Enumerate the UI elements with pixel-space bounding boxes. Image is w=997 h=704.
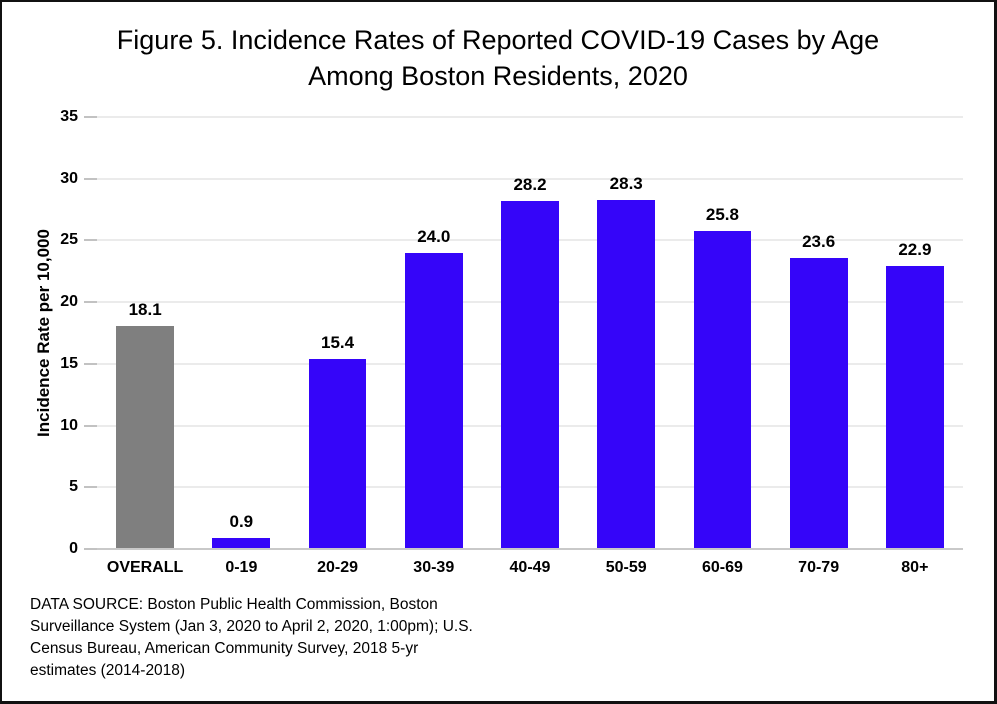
category-label-50-59: 50-59 xyxy=(605,559,647,576)
bar-value-label: 22.9 xyxy=(898,240,932,260)
bar-50-59 xyxy=(597,199,656,549)
y-tick-mark-30 xyxy=(84,177,97,180)
bar-overall xyxy=(116,325,174,549)
bar-slot-30-39: 24.0 xyxy=(386,117,482,549)
y-tick-label-0: 0 xyxy=(69,540,78,557)
bar-slot-70-79: 23.6 xyxy=(771,117,867,549)
bar-value-label: 28.2 xyxy=(513,174,547,194)
y-tick-mark-25 xyxy=(84,239,97,242)
category-label-20-29: 20-29 xyxy=(317,559,358,576)
category-label-80+: 80+ xyxy=(901,559,929,576)
bar-70-79 xyxy=(789,257,848,549)
y-tick-label-30: 30 xyxy=(60,169,78,187)
bar-slot-40-49: 28.2 xyxy=(482,117,578,549)
y-tick-mark-15 xyxy=(84,362,97,365)
category-labels: OVERALL 0-19 20-29 30-39 40-49 50-59 60-69 70-7… xyxy=(97,559,963,577)
chart-title: Figure 5. Incidence Rates of Reported CO… xyxy=(2,22,994,94)
data-source-note: DATA SOURCE: Boston Public Health Commis… xyxy=(30,594,473,682)
bar-20-29 xyxy=(308,358,367,549)
y-tick-label-10: 10 xyxy=(60,416,78,434)
chart-title-line-2: Among Boston Residents, 2020 xyxy=(308,61,688,91)
category-label-0-19: 0-19 xyxy=(225,559,258,576)
bar-slot-0-19: 0.9 xyxy=(193,117,289,549)
y-tick-mark-0 xyxy=(84,548,97,550)
y-tick-label-35: 35 xyxy=(60,108,78,125)
y-tick-mark-5 xyxy=(84,486,97,489)
x-axis-line xyxy=(97,548,963,550)
y-tick-label-5: 5 xyxy=(69,478,78,496)
bar-slot-20-29: 15.4 xyxy=(289,117,385,549)
category-label-overall: OVERALL xyxy=(106,559,184,576)
gridline-35 xyxy=(97,116,963,118)
bar-value-label: 18.1 xyxy=(128,299,162,319)
y-tick-label-15: 15 xyxy=(60,354,78,372)
data-source-line-3: Census Bureau, American Community Survey… xyxy=(30,640,419,657)
bar-value-label: 23.6 xyxy=(802,231,836,251)
category-label-40-49: 40-49 xyxy=(509,559,551,576)
plot-area: 18.1 0.9 15.4 24.0 28.2 28.3 25.8 23.6 22.9 xyxy=(97,116,963,550)
chart-title-line-1: Figure 5. Incidence Rates of Reported CO… xyxy=(116,25,880,55)
data-source-line-2: Surveillance System (Jan 3, 2020 to Apri… xyxy=(30,618,473,635)
y-tick-mark-35 xyxy=(84,116,97,118)
category-label-60-69: 60-69 xyxy=(701,559,743,576)
bar-60-69 xyxy=(693,230,752,549)
bar-slot-overall: 18.1 xyxy=(97,117,193,549)
gridline-30 xyxy=(97,178,963,180)
data-source-line-4: estimates (2014-2018) xyxy=(30,662,186,679)
bar-value-label: 28.3 xyxy=(609,173,643,193)
category-label-70-79: 70-79 xyxy=(798,559,840,576)
y-tick-mark-20 xyxy=(84,301,97,304)
bar-value-label: 24.0 xyxy=(417,226,451,246)
y-tick-label-20: 20 xyxy=(60,293,78,311)
bar-40-49 xyxy=(501,200,559,549)
bar-value-label: 15.4 xyxy=(321,332,355,352)
data-source-line-1: DATA SOURCE: Boston Public Health Commis… xyxy=(30,596,438,613)
bar-value-label: 25.8 xyxy=(705,204,739,224)
bar-0-19 xyxy=(212,537,271,549)
y-tick-mark-10 xyxy=(84,424,97,427)
bar-slot-60-69: 25.8 xyxy=(674,117,770,549)
y-tick-marks xyxy=(84,116,97,550)
y-tick-label-25: 25 xyxy=(60,231,78,249)
bar-row: 18.1 0.9 15.4 24.0 28.2 28.3 25.8 23.6 22.9 xyxy=(97,117,963,549)
bar-slot-80+: 22.9 xyxy=(867,117,963,549)
bar-30-39 xyxy=(404,252,463,549)
category-label-30-39: 30-39 xyxy=(413,559,455,576)
y-tick-labels: 0 5 10 15 20 25 30 35 xyxy=(2,108,78,557)
bar-value-label: 0.9 xyxy=(229,511,254,531)
bar-slot-50-59: 28.3 xyxy=(578,117,674,549)
bar-80+ xyxy=(886,266,944,549)
